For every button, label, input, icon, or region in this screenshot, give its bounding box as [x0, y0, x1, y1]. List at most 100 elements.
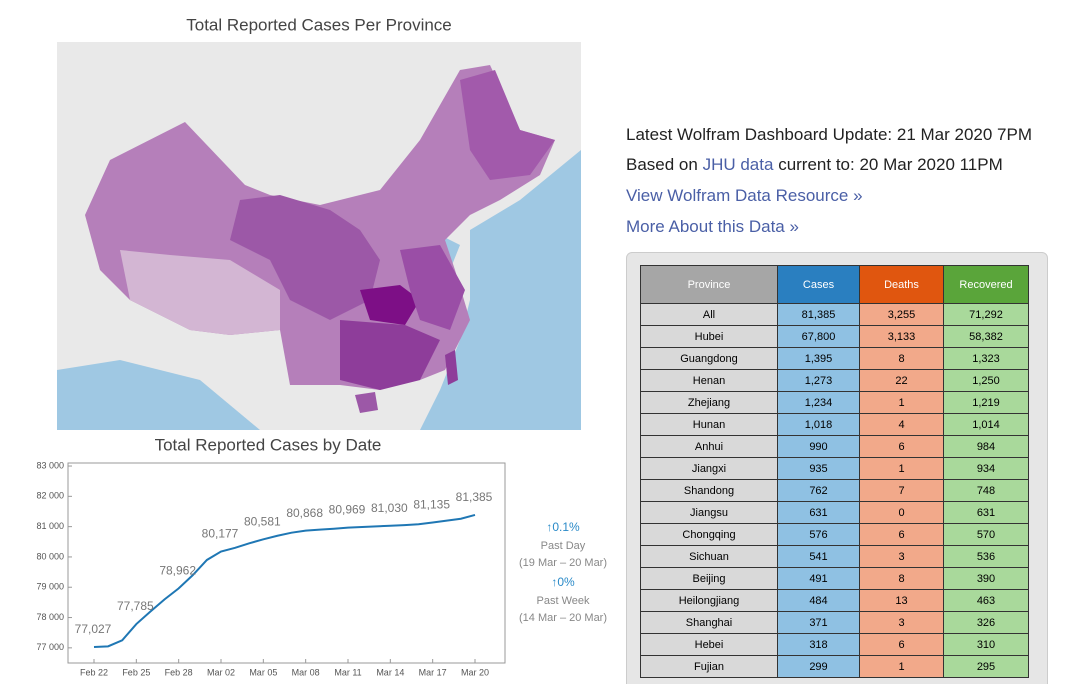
cell: 984: [943, 435, 1029, 458]
cell: Hunan: [640, 413, 778, 436]
cell: 576: [777, 523, 860, 546]
cell: 299: [777, 655, 860, 678]
charts: Total Reported Cases Per Province Total …: [36, 15, 607, 677]
table-row: Henan 1,273 22 1,250: [640, 369, 1029, 392]
table-row: Anhui 990 6 984: [640, 435, 1029, 458]
cell: All: [640, 303, 778, 326]
x-tick-label: Feb 22: [80, 667, 108, 677]
cell: 310: [943, 633, 1029, 656]
value-label: 78,962: [159, 564, 196, 578]
based-on: Based on JHU data current to: 20 Mar 202…: [626, 155, 1003, 175]
based-prefix: Based on: [626, 155, 698, 174]
x-tick-label: Mar 02: [207, 667, 235, 677]
table-row: All 81,385 3,255 71,292: [640, 303, 1029, 326]
plot-frame: [67, 462, 506, 664]
cell: Jiangsu: [640, 501, 778, 524]
header-cell: Province: [640, 265, 778, 304]
jhu-link[interactable]: JHU data: [702, 155, 774, 174]
cell: 463: [943, 589, 1029, 612]
cell: 934: [943, 457, 1029, 480]
cell: 3,133: [859, 325, 944, 348]
cell: 3,255: [859, 303, 944, 326]
table-row: Chongqing 576 6 570: [640, 523, 1029, 546]
cell: Guangdong: [640, 347, 778, 370]
cell: 1,219: [943, 391, 1029, 414]
cell: 371: [777, 611, 860, 634]
table-row: Hubei 67,800 3,133 58,382: [640, 325, 1029, 348]
value-label: 77,027: [75, 622, 112, 636]
y-tick-label: 81 000: [36, 521, 64, 531]
cell: 631: [943, 501, 1029, 524]
chart-title: Total Reported Cases by Date: [155, 435, 382, 454]
line: [93, 514, 476, 649]
cell: 541: [777, 545, 860, 568]
change-value: ↑0.1%: [546, 520, 580, 534]
header-cell: Cases: [777, 265, 860, 304]
table-row: Jiangxi 935 1 934: [640, 457, 1029, 480]
cell: 13: [859, 589, 944, 612]
based-suffix: current to: 20 Mar 2020 11PM: [778, 155, 1003, 174]
table-row: Hunan 1,018 4 1,014: [640, 413, 1029, 436]
cell: 1,250: [943, 369, 1029, 392]
y-tick-label: 79 000: [36, 582, 64, 592]
y-tick-label: 82 000: [36, 491, 64, 501]
y-tick-label: 80 000: [36, 551, 64, 561]
about-link[interactable]: More About this Data »: [626, 217, 799, 236]
cell: 1,395: [777, 347, 860, 370]
value-label: 81,385: [456, 490, 493, 504]
cell: 1: [859, 391, 944, 414]
cell: Chongqing: [640, 523, 778, 546]
cell: 536: [943, 545, 1029, 568]
table-header: Province Cases Deaths Recovered: [640, 265, 1029, 304]
cell: 631: [777, 501, 860, 524]
table-row: Shanghai 371 3 326: [640, 611, 1029, 634]
cell: 748: [943, 479, 1029, 502]
cell: 491: [777, 567, 860, 590]
table-row: Sichuan 541 3 536: [640, 545, 1029, 568]
cell: 3: [859, 611, 944, 634]
map-title: Total Reported Cases Per Province: [186, 15, 452, 34]
resource-link[interactable]: View Wolfram Data Resource »: [626, 186, 863, 205]
cell: 390: [943, 567, 1029, 590]
cell: 318: [777, 633, 860, 656]
cell: Sichuan: [640, 545, 778, 568]
table-row: Shandong 762 7 748: [640, 479, 1029, 502]
cell: 6: [859, 523, 944, 546]
cell: 67,800: [777, 325, 860, 348]
cell: 935: [777, 457, 860, 480]
cell: 990: [777, 435, 860, 458]
cell: 8: [859, 567, 944, 590]
cell: 58,382: [943, 325, 1029, 348]
y-tick-label: 83 000: [36, 460, 64, 470]
cell: Zhejiang: [640, 391, 778, 414]
cell: Hebei: [640, 633, 778, 656]
y-tick-label: 77 000: [36, 642, 64, 652]
x-tick-label: Feb 28: [165, 667, 193, 677]
cell: 1,014: [943, 413, 1029, 436]
cell: Beijing: [640, 567, 778, 590]
change-period: Past Day: [541, 540, 586, 552]
update-text: Latest Wolfram Dashboard Update: 21 Mar …: [626, 125, 1033, 144]
cell: 22: [859, 369, 944, 392]
x-tick-label: Mar 17: [419, 667, 447, 677]
cell: Shandong: [640, 479, 778, 502]
value-label: 80,581: [244, 515, 281, 529]
x-tick-label: Mar 05: [249, 667, 277, 677]
table-row: Hebei 318 6 310: [640, 633, 1029, 656]
table-panel: Province Cases Deaths Recovered All 81,385 3,2…: [626, 252, 1048, 684]
cell: 1: [859, 655, 944, 678]
value-label: 80,969: [329, 503, 366, 517]
cell: 71,292: [943, 303, 1029, 326]
header-cell: Recovered: [943, 265, 1029, 304]
table-row: Zhejiang 1,234 1 1,219: [640, 391, 1029, 414]
table-row: Heilongjiang 484 13 463: [640, 589, 1029, 612]
cell: 295: [943, 655, 1029, 678]
cell: Hubei: [640, 325, 778, 348]
change-value: ↑0%: [551, 575, 575, 589]
cell: 1,323: [943, 347, 1029, 370]
table-row: Guangdong 1,395 8 1,323: [640, 347, 1029, 370]
x-tick-label: Mar 20: [461, 667, 489, 677]
cell: 484: [777, 589, 860, 612]
cell: Fujian: [640, 655, 778, 678]
